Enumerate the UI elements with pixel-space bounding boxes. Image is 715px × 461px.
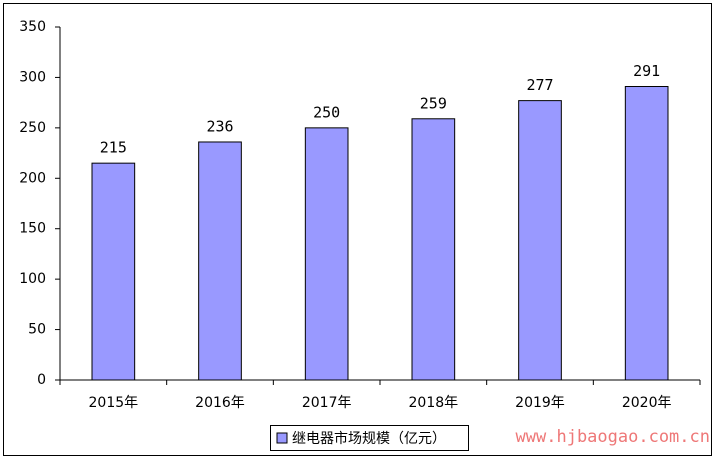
bar	[198, 141, 242, 381]
x-tick-label: 2018年	[409, 395, 459, 411]
y-tick-label: 150	[19, 221, 46, 237]
y-tick-label: 50	[28, 322, 46, 338]
legend-box	[270, 425, 469, 451]
x-tick-label: 2019年	[515, 395, 565, 411]
x-tick-label: 2015年	[89, 395, 139, 411]
watermark: www.hjbaogao.com.cn	[516, 427, 710, 447]
y-tick-label: 350	[19, 19, 46, 35]
y-tick-label: 100	[19, 271, 46, 287]
legend-label: 继电器市场规模（亿元）	[292, 430, 446, 447]
x-tick-label: 2016年	[195, 395, 245, 411]
data-label: 215	[100, 139, 127, 157]
bar	[91, 162, 136, 381]
data-label: 236	[206, 117, 233, 135]
bar	[518, 100, 562, 381]
bar	[411, 118, 456, 381]
y-tick-label: 0	[37, 372, 46, 388]
x-tick-label: 2017年	[302, 395, 352, 411]
bar	[304, 127, 349, 381]
data-label: 277	[526, 76, 553, 94]
legend-swatch	[276, 432, 288, 444]
y-tick-label: 300	[19, 69, 46, 85]
data-label: 250	[313, 103, 340, 121]
y-tick-label: 250	[19, 120, 46, 136]
data-label: 259	[420, 94, 447, 112]
data-label: 291	[633, 62, 660, 80]
bar	[624, 86, 669, 381]
x-tick-label: 2020年	[622, 395, 672, 411]
y-tick-label: 200	[19, 170, 46, 186]
